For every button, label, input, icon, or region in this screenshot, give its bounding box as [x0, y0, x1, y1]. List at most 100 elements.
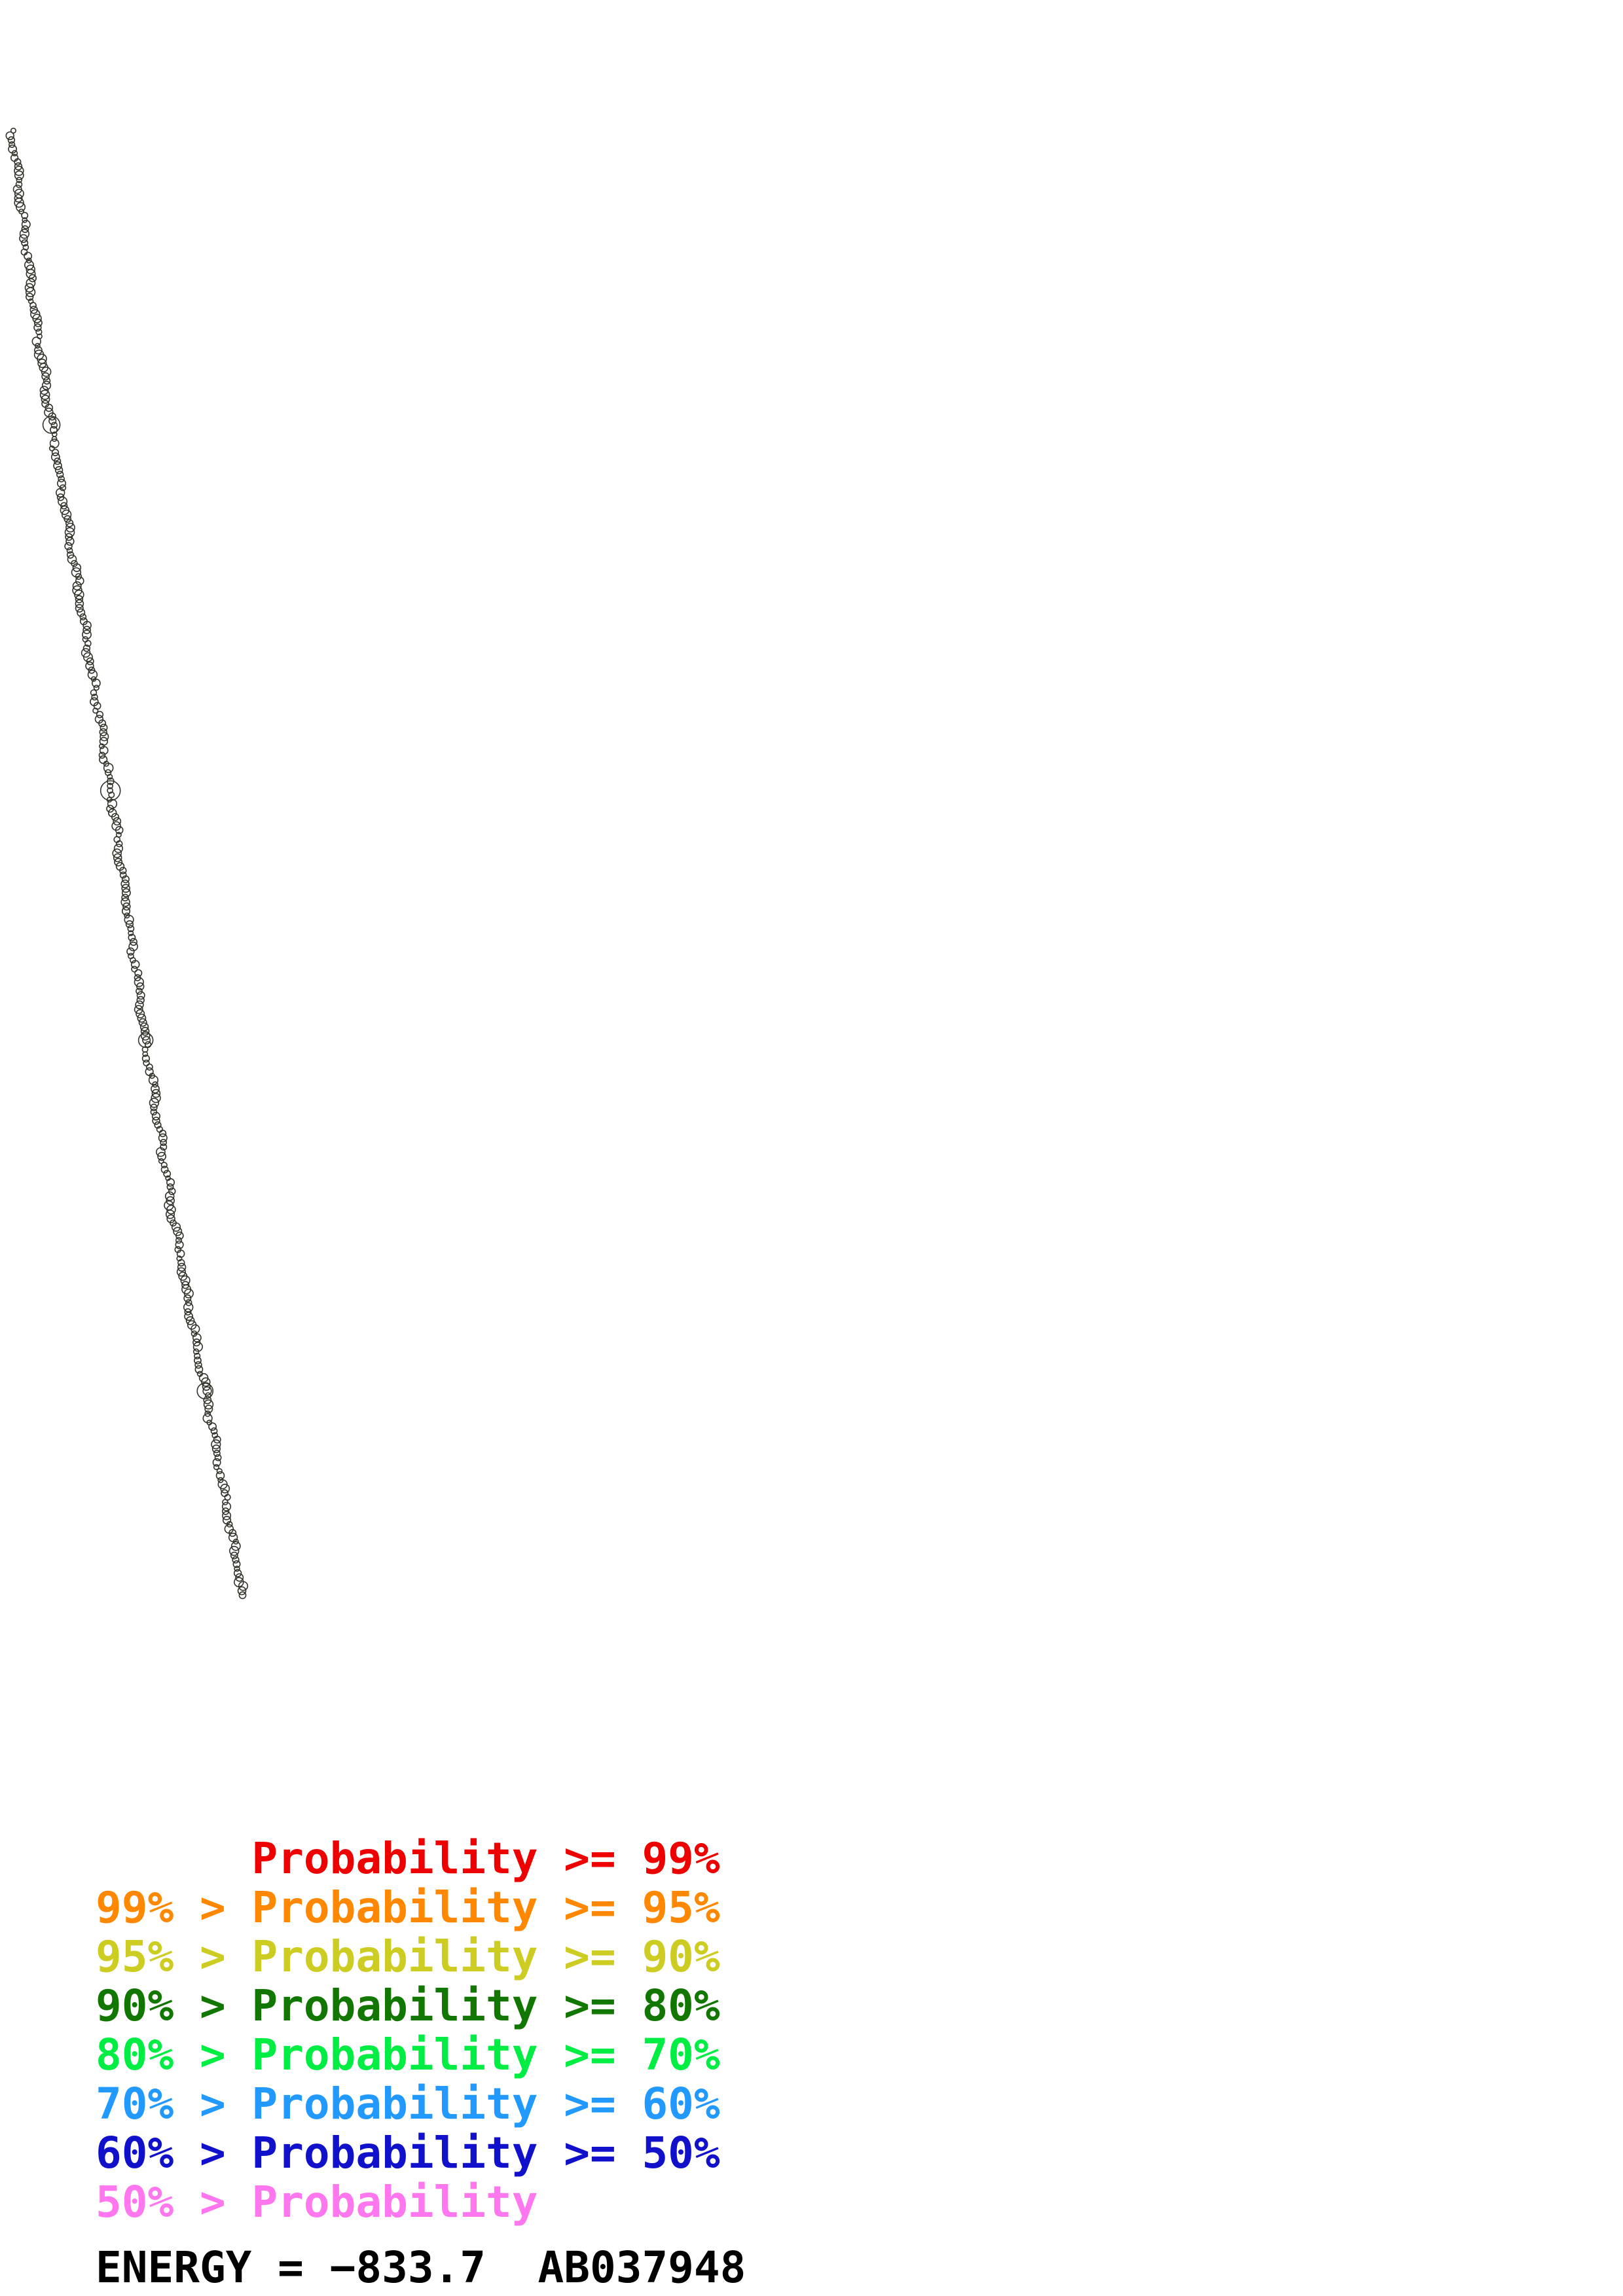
nucleotide-node: [21, 219, 31, 229]
nucleotide-node: [183, 1294, 192, 1302]
nucleotide-node: [157, 1151, 166, 1161]
nucleotide-node: [100, 723, 108, 732]
nucleotide-node: [141, 1054, 150, 1063]
nucleotide-node: [5, 131, 14, 141]
nucleotide-node: [98, 751, 106, 759]
nucleotide-node: [154, 1121, 162, 1129]
nucleotide-node: [224, 1494, 231, 1501]
nucleotide-node: [194, 1365, 204, 1374]
nucleotide-node: [54, 457, 62, 465]
nucleotide-node: [33, 318, 43, 327]
legend-line-80: 90% > Probability >= 80%: [96, 1981, 720, 2031]
nucleotide-node: [107, 787, 113, 794]
nucleotide-node: [203, 1395, 212, 1405]
nucleotide-node: [115, 840, 123, 848]
nucleotide-node: [184, 1308, 192, 1316]
nucleotide-node: [113, 853, 122, 863]
nucleotide-node: [114, 857, 123, 867]
nucleotide-node: [9, 141, 16, 148]
nucleotide-node: [21, 211, 29, 219]
nucleotide-node: [75, 576, 84, 586]
nucleotide-node: [176, 1267, 187, 1277]
nucleotide-node: [124, 914, 134, 925]
nucleotide-node: [14, 158, 22, 166]
nucleotide-node: [192, 1333, 202, 1342]
nucleotide-node: [93, 685, 100, 691]
nucleotide-node: [91, 693, 98, 701]
nucleotide-node: [82, 626, 91, 634]
hairpin-loop: [42, 416, 61, 434]
nucleotide-node: [96, 711, 104, 719]
nucleotide-node: [82, 630, 92, 639]
nucleotide-node: [211, 1444, 221, 1454]
nucleotide-node: [177, 1259, 185, 1267]
nucleotide-node: [35, 342, 41, 349]
nucleotide-node: [77, 608, 86, 617]
nucleotide-node: [145, 1063, 153, 1071]
nucleotide-node: [115, 826, 124, 834]
nucleotide-node: [128, 933, 136, 942]
nucleotide-node: [152, 1081, 158, 1088]
nucleotide-node: [142, 1051, 149, 1057]
nucleotide-node: [19, 234, 28, 243]
nucleotide-node: [176, 1249, 185, 1258]
nucleotide-node: [166, 1178, 175, 1187]
nucleotide-node: [202, 1386, 212, 1396]
nucleotide-node: [193, 1356, 202, 1365]
nucleotide-node: [232, 1538, 239, 1545]
nucleotide-node: [215, 1471, 225, 1480]
nucleotide-node: [99, 755, 108, 764]
nucleotide-node: [33, 323, 42, 332]
nucleotide-node: [226, 1520, 233, 1528]
nucleotide-node: [158, 1133, 168, 1143]
nucleotide-node: [204, 1405, 213, 1414]
nucleotide-node: [113, 844, 123, 853]
nucleotide-node: [164, 1191, 175, 1201]
nucleotide-node: [229, 1545, 240, 1556]
nucleotide-node: [18, 208, 24, 215]
nucleotide-node: [173, 1227, 183, 1236]
nucleotide-node: [238, 1591, 247, 1600]
nucleotide-node: [228, 1532, 238, 1543]
nucleotide-node: [122, 902, 131, 911]
nucleotide-node: [136, 988, 143, 995]
nucleotide-node: [64, 515, 71, 523]
nucleotide-node: [82, 644, 91, 653]
nucleotide-node: [100, 732, 109, 742]
nucleotide-node: [128, 930, 134, 937]
nucleotide-node: [228, 1529, 237, 1537]
legend-line-95: 99% > Probability >= 95%: [96, 1882, 720, 1933]
nucleotide-node: [61, 509, 72, 520]
nucleotide-node: [90, 689, 98, 696]
nucleotide-node: [54, 466, 64, 475]
nucleotide-node: [181, 1281, 190, 1289]
nucleotide-node: [82, 620, 92, 630]
nucleotide-node: [41, 367, 52, 377]
nucleotide-node: [75, 603, 84, 613]
nucleotide-node: [233, 1569, 242, 1577]
nucleotide-node: [160, 1162, 168, 1169]
nucleotide-node: [136, 996, 145, 1005]
nucleotide-node: [171, 1222, 181, 1232]
nucleotide-node: [151, 1111, 160, 1121]
nucleotide-node: [87, 670, 98, 680]
nucleotide-node: [59, 484, 67, 492]
nucleotide-node: [148, 1075, 158, 1085]
nucleotide-node: [138, 1018, 147, 1027]
nucleotide-node: [19, 228, 30, 239]
nucleotide-node: [15, 202, 26, 212]
nucleotide-node: [177, 1263, 187, 1272]
nucleotide-node: [211, 1439, 221, 1450]
nucleotide-node: [15, 181, 23, 188]
nucleotide-node: [163, 1170, 172, 1178]
nucleotide-node: [51, 436, 58, 442]
nucleotide-node: [14, 166, 24, 176]
nucleotide-node: [120, 897, 130, 907]
nucleotide-node: [175, 1236, 183, 1244]
nucleotide-node: [111, 813, 120, 821]
nucleotide-node: [7, 136, 16, 144]
nucleotide-node: [140, 1026, 150, 1036]
nucleotide-node: [185, 1299, 192, 1306]
